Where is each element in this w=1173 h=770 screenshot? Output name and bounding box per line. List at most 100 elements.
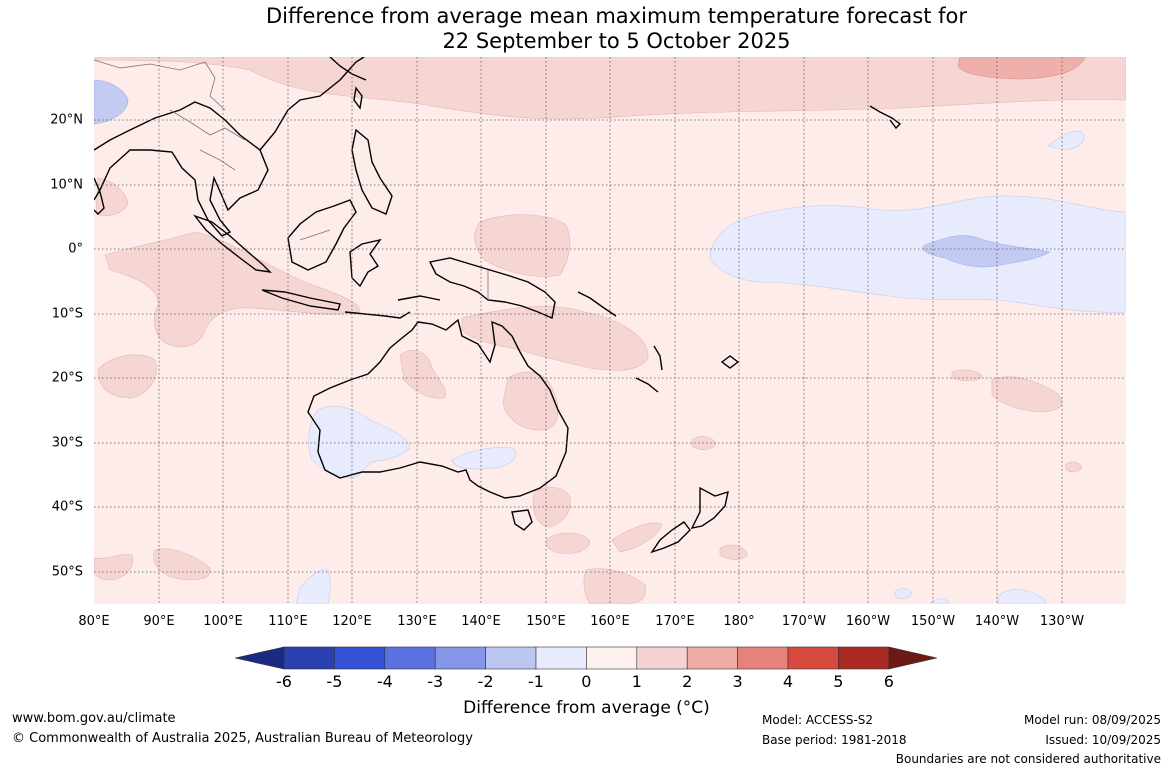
tasmania-coastline [511,509,533,531]
latitude-tick-label: 20°S [51,370,83,386]
longitude-tick-label: 170°W [781,614,827,629]
colorbar-segment [586,646,638,670]
longitude-tick-label: 120°E [332,614,372,629]
colorbar-segment [737,646,789,670]
taiwan-coastline [353,86,363,110]
colorbar-segment [434,646,486,670]
map-title: Difference from average mean maximum tem… [0,4,1173,54]
country-borders [94,59,489,300]
indochina-coastline [94,101,269,237]
new-caledonia-coastline [635,377,659,393]
website-link[interactable]: www.bom.gov.au/climate [12,711,176,726]
latitude-tick-label: 20°N [50,112,83,128]
colorbar-tick-label: 6 [883,672,894,691]
anomaly-region-north-warmer [957,57,1086,80]
japan-coastline [329,57,367,81]
longitude-tick-label: 150°E [526,614,566,629]
anomaly-region-southern-ocean-warm-3 [583,568,646,604]
china-coastline [259,57,365,151]
colorbar-segment [334,646,386,670]
longitude-tick-label: 150°W [910,614,956,629]
anomaly-region-equatorial-cooler [922,235,1051,268]
hawaii-coastline [869,105,902,130]
anomaly-region-south-pacific-warm-3 [1065,461,1083,473]
anomaly-region-north-warm [94,57,1126,120]
latitude-tick-label: 10°N [50,177,83,193]
anomaly-region-southern-ocean-cool-2 [894,588,913,600]
colorbar-tick-label: -6 [276,672,292,691]
anomaly-region-tasman-north-warm [691,436,717,450]
colorbar-tick-label: -2 [477,672,494,691]
colorbar-segment [787,646,839,670]
colorbar-segment [384,646,436,670]
colorbar-tick-label: -4 [376,672,393,691]
colorbar-segment [636,646,688,670]
longitude-tick-label: 100°E [203,614,243,629]
anomaly-region-se-australia-warm [532,487,571,528]
graticule [94,57,1126,604]
anomaly-region-nw-cool [94,79,129,125]
colorbar-label: Difference from average (°C) [463,698,710,718]
anomaly-region-nw-australia-warm [399,350,447,399]
anomaly-region-south-pacific-warm [991,376,1063,413]
anomaly-region-central-australia-warm [502,371,559,431]
vanuatu-coastline [653,345,663,371]
australia-coastline [307,318,569,499]
colorbar-tick-label: 4 [782,672,794,691]
longitude-tick-label: 140°E [461,614,501,629]
colorbar-tick-label: 5 [833,672,844,691]
anomaly-region-equatorial-cool [709,195,1126,313]
colorbar-tick-label: -3 [427,672,444,691]
longitude-tick-label: 110°E [268,614,308,629]
longitude-tick-label: 180° [723,614,755,629]
colorbar-segment [535,646,587,670]
anomaly-region-ne-cool [1047,130,1085,151]
colorbar-tick-label: 0 [581,672,592,691]
anomaly-region-tasman-warm [545,532,591,554]
issued-date: Issued: 10/09/2025 [1045,733,1161,747]
anomaly-region-sw-australia-cool [308,406,411,479]
longitude-tick-label: 130°W [1039,614,1085,629]
anomaly-region-nz-warm [611,522,663,553]
java-coastline [261,289,341,311]
india-coastline [94,177,105,215]
colorbar-segment [485,646,537,670]
longitude-tick-label: 170°E [655,614,695,629]
sumatra-coastline [192,214,272,273]
longitude-tick-label: 140°W [974,614,1020,629]
longitude-tick-label: 90°E [143,614,175,629]
anomaly-region-southern-ocean-cool-3 [997,589,1046,604]
model-name: Model: ACCESS-S2 [762,713,874,727]
new-zealand-coastline [650,486,729,554]
anomaly-region-southern-ocean-warm [153,548,211,581]
latitude-tick-label: 50°S [51,564,83,580]
colorbar-tick-label: 3 [732,672,743,691]
colorbar-segment [283,646,335,670]
longitude-tick-label: 160°E [590,614,630,629]
latitude-tick-label: 30°S [51,435,83,451]
philippines-coastline [351,128,393,215]
anomaly-region-s-australia-cool [451,447,517,470]
timor-coastline [397,295,441,301]
colorbar-extend-high [888,646,938,670]
longitude-tick-label: 130°E [397,614,437,629]
colorbar [234,646,938,670]
anomaly-region-southern-ocean-cool [295,569,331,604]
latitude-tick-label: 40°S [51,499,83,515]
anomaly-region-southern-ocean-warm-2 [94,554,133,581]
solomon-islands-coastline [577,291,617,317]
anomaly-region-east-nz-warm [719,544,748,560]
model-run-date: Model run: 08/09/2025 [1023,713,1161,727]
latitude-tick-label: 0° [68,241,83,257]
new-guinea-coastline [428,257,556,319]
colorbar-extend-low [234,646,285,670]
longitude-tick-label: 80°E [78,614,110,629]
fiji-coastline [720,355,740,369]
colorbar-tick-label: 1 [631,672,642,691]
borneo-coastline [287,199,357,271]
anomaly-region-southern-ocean-cool-4 [929,598,951,604]
latitude-tick-label: 10°S [51,306,83,322]
colorbar-tick-label: -1 [528,672,544,691]
coastlines [94,57,902,554]
lesser-sunda-coastline [344,311,411,319]
